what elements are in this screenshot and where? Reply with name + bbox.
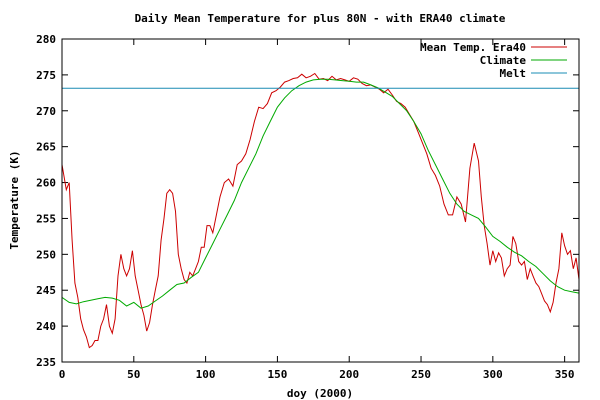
legend-label-1: Climate bbox=[480, 54, 527, 67]
x-tick-label: 350 bbox=[555, 368, 575, 381]
x-axis-ticks: 0 50 100 150 200 250 300 350 bbox=[59, 39, 575, 381]
x-tick-label: 150 bbox=[267, 368, 287, 381]
y-tick-label: 275 bbox=[36, 69, 56, 82]
y-axis-label: Temperature (K) bbox=[8, 150, 21, 249]
x-tick-label: 250 bbox=[411, 368, 431, 381]
x-tick-label: 300 bbox=[483, 368, 503, 381]
x-tick-label: 200 bbox=[339, 368, 359, 381]
x-tick-label: 50 bbox=[127, 368, 140, 381]
plot-frame bbox=[61, 38, 580, 363]
y-tick-label: 245 bbox=[36, 284, 56, 297]
x-tick-label: 0 bbox=[59, 368, 66, 381]
series-layer bbox=[61, 72, 580, 349]
y-tick-label: 265 bbox=[36, 141, 56, 154]
x-tick-label: 100 bbox=[196, 368, 216, 381]
y-tick-label: 235 bbox=[36, 356, 56, 369]
chart-title: Daily Mean Temperature for plus 80N - wi… bbox=[135, 12, 506, 25]
y-tick-label: 280 bbox=[36, 33, 56, 46]
y-tick-label: 240 bbox=[36, 320, 56, 333]
y-tick-label: 250 bbox=[36, 248, 56, 261]
series-line-0 bbox=[61, 72, 580, 349]
series-line-1 bbox=[61, 78, 580, 309]
y-tick-label: 270 bbox=[36, 105, 56, 118]
y-tick-label: 255 bbox=[36, 212, 56, 225]
y-axis-ticks: 235 240 245 250 255 260 265 270 275 280 bbox=[36, 33, 579, 369]
legend-label-0: Mean Temp. Era40 bbox=[420, 41, 526, 54]
x-axis-label: doy (2000) bbox=[287, 387, 353, 400]
y-tick-label: 260 bbox=[36, 177, 56, 190]
legend-label-2: Melt bbox=[500, 67, 527, 80]
